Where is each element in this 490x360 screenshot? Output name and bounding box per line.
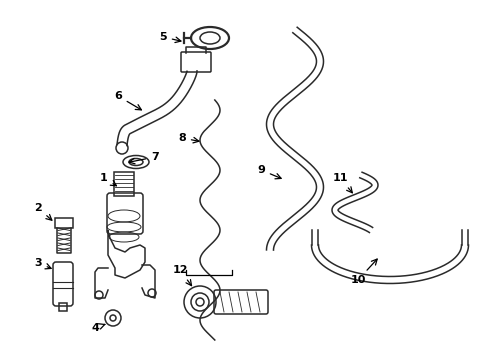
Bar bbox=[55, 218, 73, 228]
Text: 3: 3 bbox=[34, 258, 51, 269]
Text: 10: 10 bbox=[350, 259, 377, 285]
Bar bbox=[114, 172, 134, 196]
Text: 6: 6 bbox=[114, 91, 142, 110]
Text: 7: 7 bbox=[129, 152, 159, 164]
Text: 1: 1 bbox=[100, 173, 117, 186]
Text: 12: 12 bbox=[172, 265, 192, 285]
Text: 11: 11 bbox=[332, 173, 352, 193]
Text: 8: 8 bbox=[178, 133, 199, 143]
Bar bbox=[59, 303, 67, 311]
Text: 4: 4 bbox=[91, 323, 105, 333]
Text: 9: 9 bbox=[257, 165, 281, 179]
Text: 2: 2 bbox=[34, 203, 52, 220]
Text: 5: 5 bbox=[159, 32, 181, 42]
